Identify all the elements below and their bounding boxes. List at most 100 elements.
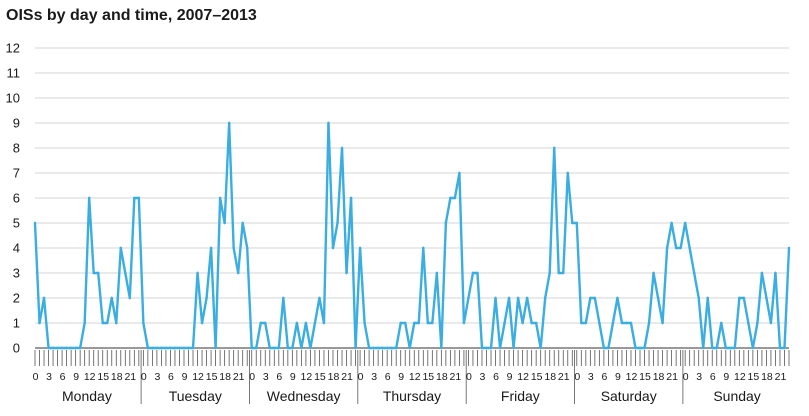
series-segment [629,321,637,350]
series-segment [422,246,430,325]
data-point [543,296,547,300]
series-segment [462,296,470,325]
data-point [363,321,366,325]
hour-tick-label: 15 [97,371,109,383]
hour-tick-label: 9 [723,371,729,383]
hour-tick-label: 3 [371,371,377,383]
series-segment [363,321,371,350]
day-label: Sunday [713,388,760,404]
series-segment [340,146,348,275]
series-segment [408,321,416,350]
data-point [697,296,700,300]
day-label: Friday [501,388,540,404]
data-point [381,346,384,350]
chart-title: OISs by day and time, 2007–2013 [6,7,257,24]
data-point [367,346,371,350]
series-segment [241,221,249,250]
data-point [408,346,411,350]
data-point [300,346,303,350]
data-point [209,246,213,250]
hour-tick-label: 0 [574,371,580,383]
data-point [584,321,588,325]
hour-tick-label: 9 [182,371,188,383]
series-segment [584,296,592,325]
data-point [268,346,271,350]
data-point [611,321,615,325]
hour-tick-label: 3 [588,371,594,383]
y-tick-label: 5 [13,216,20,231]
data-point [426,321,430,325]
y-tick-label: 6 [13,191,20,206]
data-point [625,321,628,325]
data-point [733,346,737,350]
series-segment [417,246,425,325]
hour-tick-label: 6 [60,371,66,383]
data-point [431,321,434,325]
series-segment [214,196,222,350]
gridlines [35,47,789,324]
data-point [774,271,777,275]
data-point [480,346,484,350]
series-segment [697,296,705,350]
y-tick-label: 9 [13,116,20,131]
data-point [56,346,59,350]
data-point [683,221,687,225]
series-segment [191,271,199,350]
data-point [711,346,714,350]
series-segment [702,296,709,350]
series-segment [458,171,466,325]
data-point [358,246,362,250]
data-point [638,346,642,350]
data-point [413,321,416,325]
data-point [133,196,136,200]
data-point [200,321,204,325]
hour-tick-label: 21 [341,371,353,383]
hour-tick-label: 9 [290,371,296,383]
series-segment [97,271,104,325]
data-point [74,346,77,350]
data-point [259,321,262,325]
y-tick-label: 12 [6,41,20,56]
data-point [164,346,168,350]
hour-tick-label: 21 [450,371,462,383]
data-point [87,196,91,200]
data-point [435,271,439,275]
series-segment [575,221,583,325]
data-point [214,346,217,350]
data-point [571,221,574,225]
data-point [196,271,199,275]
series-segment [525,296,533,325]
hour-tick-label: 9 [73,371,79,383]
y-tick-label: 7 [13,166,20,181]
series-segment [467,271,475,300]
series-segment [769,271,777,325]
series-segment [200,296,208,325]
series-segment [106,296,113,325]
data-point [390,346,393,350]
data-point [264,321,267,325]
hour-tick-label: 6 [276,371,282,383]
hour-tick-label: 21 [124,371,136,383]
data-point [291,346,294,350]
hour-tick-label: 15 [531,371,543,383]
series-segment [33,221,41,325]
data-point [756,321,759,325]
series-segment [444,196,452,225]
data-point [236,271,240,275]
hour-tick-label: 15 [422,371,434,383]
data-point [422,246,425,250]
data-point [106,321,109,325]
data-point [137,196,141,200]
data-point [42,296,46,300]
hour-tick-label: 9 [615,371,621,383]
data-point [115,321,118,325]
data-point [417,321,420,325]
data-point [661,321,664,325]
series-segment [227,121,235,250]
data-point [246,246,249,250]
data-point [629,321,633,325]
data-point [33,221,37,225]
data-point [688,246,691,250]
data-point [385,346,389,350]
